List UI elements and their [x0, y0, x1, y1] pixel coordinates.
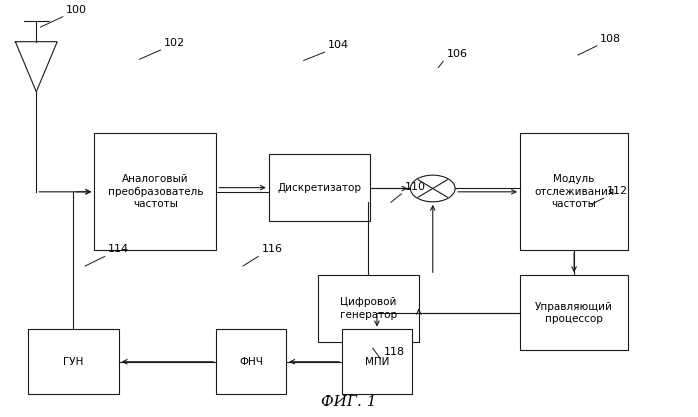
Bar [520, 133, 628, 250]
Text: 100: 100 [66, 5, 87, 15]
Text: Цифровой
генератор: Цифровой генератор [340, 297, 396, 320]
Bar [94, 133, 216, 250]
Bar [342, 329, 412, 394]
Text: 118: 118 [384, 347, 405, 357]
Text: Модуль
отслеживания
частоты: Модуль отслеживания частоты [534, 174, 614, 209]
Bar [520, 275, 628, 350]
Text: 110: 110 [405, 182, 426, 192]
Text: 102: 102 [164, 38, 185, 48]
Bar [318, 275, 419, 342]
Text: 106: 106 [447, 49, 468, 59]
Text: 104: 104 [328, 40, 349, 50]
Circle shape [410, 175, 455, 202]
Text: Дискретизатор: Дискретизатор [277, 183, 362, 193]
Text: МПИ: МПИ [365, 357, 389, 367]
Text: 116: 116 [262, 244, 283, 254]
Text: ФИГ. 1: ФИГ. 1 [321, 394, 377, 409]
Text: Управляющий
процессор: Управляющий процессор [535, 301, 613, 324]
Bar [269, 154, 370, 221]
Text: Аналоговый
преобразователь
частоты: Аналоговый преобразователь частоты [107, 174, 203, 209]
Text: 112: 112 [607, 186, 628, 196]
Text: 108: 108 [600, 34, 621, 44]
Text: ГУН: ГУН [63, 357, 84, 367]
Text: ФНЧ: ФНЧ [239, 357, 263, 367]
Text: 114: 114 [108, 244, 129, 254]
Bar [28, 329, 119, 394]
Bar [216, 329, 286, 394]
